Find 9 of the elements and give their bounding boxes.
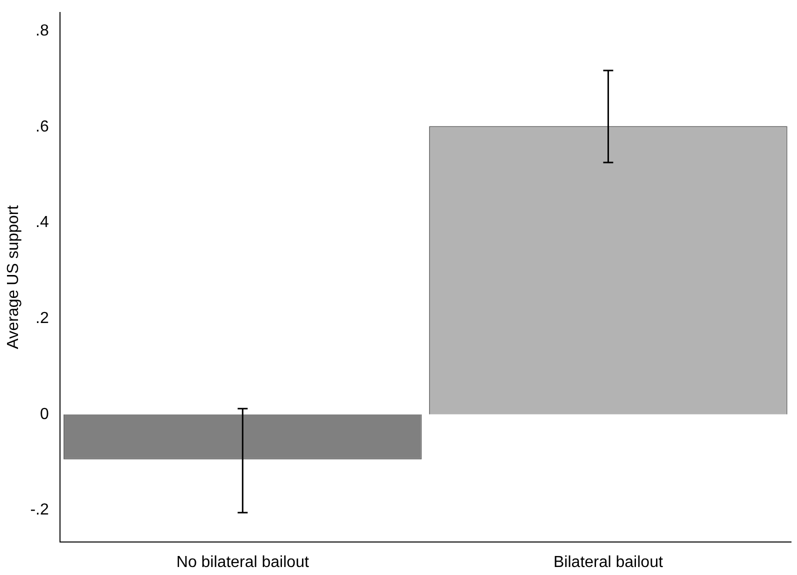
y-axis-title: Average US support [5,204,22,350]
y-tick-label: 0 [40,406,49,423]
y-tick-label: .4 [36,214,49,232]
y-tick-label: .6 [36,118,49,136]
y-tick-label: .8 [36,22,49,40]
y-tick-label: -.2 [30,502,49,519]
y-tick-label: .2 [36,310,49,328]
x-tick-label: No bilateral bailout [176,554,310,571]
x-tick-label: Bilateral bailout [554,554,664,571]
